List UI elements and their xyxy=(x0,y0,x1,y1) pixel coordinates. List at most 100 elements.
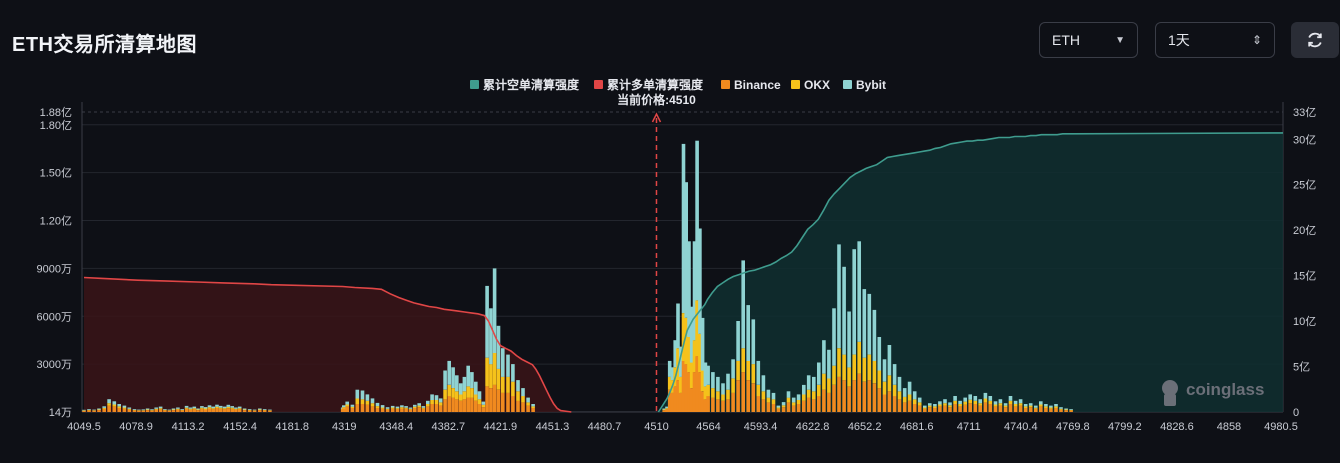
okx-bar xyxy=(988,400,993,404)
x-tick: 4828.6 xyxy=(1160,421,1194,433)
binance-bar xyxy=(938,406,942,412)
bybit-bar xyxy=(481,401,486,405)
okx-bar xyxy=(252,410,257,411)
okx-bar xyxy=(132,409,137,411)
bybit-bar xyxy=(897,376,902,392)
okx-bar xyxy=(408,408,413,410)
x-tick: 4152.4 xyxy=(223,421,257,433)
bybit-bar xyxy=(365,394,370,401)
binance-bar xyxy=(141,410,146,412)
bybit-bar xyxy=(756,360,761,385)
okx-bar xyxy=(207,407,212,409)
binance-bar xyxy=(370,406,375,412)
okx-bar xyxy=(857,341,861,374)
okx-bar xyxy=(812,391,816,400)
binance-bar xyxy=(731,392,735,412)
binance-bar xyxy=(877,388,882,412)
bybit-bar xyxy=(857,241,861,342)
binance-bar xyxy=(188,409,193,412)
bybit-bar xyxy=(983,392,988,399)
okx-bar xyxy=(726,389,730,400)
okx-bar xyxy=(413,406,417,408)
okx-bar xyxy=(112,404,117,407)
okx-bar xyxy=(247,409,252,411)
range-select[interactable]: 1天 ⇕ xyxy=(1155,22,1275,58)
binance-bar xyxy=(948,407,952,412)
okx-bar xyxy=(122,407,127,409)
bybit-bar xyxy=(928,403,932,406)
okx-bar xyxy=(230,407,234,409)
bybit-bar xyxy=(222,406,227,409)
okx-bar xyxy=(662,409,666,410)
y-right-tick: 25亿 xyxy=(1293,179,1316,192)
okx-bar xyxy=(455,391,459,400)
binance-bar xyxy=(1039,406,1043,412)
okx-bar xyxy=(82,410,86,411)
okx-bar xyxy=(492,353,497,385)
binance-bar xyxy=(928,407,932,412)
bybit-bar xyxy=(938,401,942,405)
binance-bar xyxy=(516,400,520,412)
x-tick: 4451.3 xyxy=(536,421,570,433)
binance-bar xyxy=(786,402,791,412)
binance-bar xyxy=(506,392,510,412)
bybit-bar xyxy=(188,407,193,409)
binance-bar xyxy=(137,410,141,412)
okx-bar xyxy=(700,370,705,392)
bybit-bar xyxy=(687,241,691,337)
binance-bar xyxy=(192,409,197,412)
binance-bar xyxy=(252,410,257,412)
x-tick: 4858 xyxy=(1217,421,1241,433)
binance-bar xyxy=(1044,408,1048,412)
okx-bar xyxy=(421,407,426,409)
bybit-bar xyxy=(466,365,470,387)
bybit-bar xyxy=(455,375,459,392)
binance-bar xyxy=(1003,407,1008,412)
y-left-tick: 14万 xyxy=(49,407,72,419)
okx-bar xyxy=(1018,403,1023,406)
binance-bar xyxy=(375,408,380,412)
refresh-button[interactable] xyxy=(1291,22,1339,58)
legend-swatch xyxy=(470,80,479,89)
y-right-tick: 20亿 xyxy=(1293,224,1316,237)
binance-bar xyxy=(222,409,227,412)
bybit-bar xyxy=(882,359,887,382)
x-tick: 4319 xyxy=(332,421,356,433)
bybit-bar xyxy=(117,404,121,407)
okx-bar xyxy=(516,391,520,401)
okx-bar xyxy=(887,375,892,392)
binance-bar xyxy=(455,399,459,412)
y-right-tick: 5亿 xyxy=(1293,361,1310,374)
bybit-bar xyxy=(1008,396,1013,401)
okx-bar xyxy=(933,406,937,408)
legend-label: 累计空单清算强度 xyxy=(483,77,580,92)
okx-bar xyxy=(776,407,781,409)
binance-bar xyxy=(882,394,887,412)
binance-bar xyxy=(1069,410,1073,412)
bybit-bar xyxy=(689,306,694,363)
okx-bar xyxy=(180,409,184,411)
okx-bar xyxy=(1064,409,1068,410)
binance-bar xyxy=(698,372,702,412)
binance-bar xyxy=(756,396,761,412)
bybit-bar xyxy=(968,394,972,400)
binance-bar xyxy=(847,386,851,412)
bybit-bar xyxy=(796,394,801,400)
binance-bar xyxy=(678,392,683,412)
bybit-bar xyxy=(345,401,349,405)
symbol-select[interactable]: ETH ▼ xyxy=(1039,22,1138,58)
binance-bar xyxy=(943,405,947,412)
bybit-bar xyxy=(385,407,390,409)
okx-bar xyxy=(993,404,998,407)
x-tick: 4681.6 xyxy=(900,421,934,433)
bybit-bar xyxy=(1003,403,1008,406)
binance-bar xyxy=(953,404,957,412)
binance-bar xyxy=(706,396,710,412)
okx-bar xyxy=(781,405,786,408)
binance-bar xyxy=(837,376,841,412)
binance-bar xyxy=(968,403,972,412)
bybit-bar xyxy=(923,405,927,408)
bybit-bar xyxy=(887,345,892,376)
bybit-bar xyxy=(226,404,231,407)
binance-bar xyxy=(258,410,262,412)
